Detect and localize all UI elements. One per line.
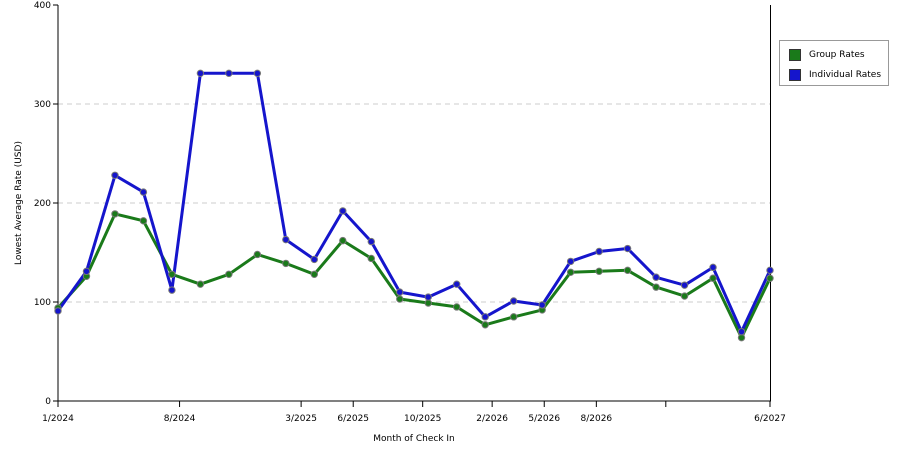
- data-point-individual-rates: [595, 247, 603, 256]
- x-tick-label: 8/2024: [164, 414, 196, 424]
- x-tick-label: 10/2025: [404, 414, 441, 424]
- data-point-group-rates: [453, 303, 461, 311]
- data-point-group-rates: [396, 295, 404, 303]
- data-point-individual-rates: [339, 207, 347, 215]
- data-point-individual-rates: [111, 171, 119, 179]
- data-point-group-rates: [509, 313, 518, 321]
- legend-item-group-rates: Group Rates: [789, 49, 865, 61]
- data-point-individual-rates: [424, 293, 432, 301]
- x-tick-label: 8/2026: [581, 414, 613, 424]
- data-point-group-rates: [766, 274, 774, 282]
- data-point-individual-rates: [566, 257, 575, 266]
- data-point-individual-rates: [481, 313, 489, 321]
- data-point-individual-rates: [168, 286, 176, 294]
- data-point-group-rates: [196, 280, 205, 288]
- data-point-group-rates: [310, 270, 319, 278]
- data-point-individual-rates: [225, 69, 233, 78]
- x-tick-label: 6/2027: [754, 414, 786, 424]
- legend-swatch-individual-rates: [789, 69, 801, 81]
- y-tick-label: 400: [34, 1, 51, 11]
- data-point-individual-rates: [652, 273, 660, 281]
- x-axis-title: Month of Check In: [373, 434, 455, 444]
- legend-label-individual-rates: Individual Rates: [809, 70, 882, 80]
- data-point-group-rates: [481, 321, 489, 329]
- data-point-group-rates: [111, 210, 119, 218]
- data-point-individual-rates: [509, 297, 518, 305]
- data-point-individual-rates: [310, 255, 319, 264]
- x-ticks: 1/2024 8/2024 3/2025 6/2025 10/2025 2/2026 5/2…: [42, 401, 786, 424]
- x-tick-label: 6/2025: [337, 414, 369, 424]
- data-point-individual-rates: [82, 267, 91, 276]
- data-point-individual-rates: [396, 288, 404, 296]
- data-point-group-rates: [566, 268, 575, 276]
- legend-item-individual-rates: Individual Rates: [789, 69, 881, 81]
- x-tick-label: 5/2026: [528, 414, 560, 424]
- series-line-group-rates: [56, 212, 772, 340]
- x-tick-label: 2/2026: [476, 414, 508, 424]
- data-point-group-rates: [680, 292, 689, 300]
- data-point-group-rates: [139, 217, 148, 225]
- data-point-individual-rates: [367, 237, 375, 246]
- data-point-group-rates: [367, 254, 375, 263]
- legend-swatch-group-rates: [789, 49, 801, 61]
- y-tick-label: 200: [34, 199, 51, 209]
- data-point-individual-rates: [680, 281, 689, 289]
- data-point-individual-rates: [766, 266, 774, 275]
- data-point-individual-rates: [54, 307, 62, 315]
- data-point-individual-rates: [196, 69, 205, 78]
- data-point-group-rates: [652, 283, 660, 291]
- y-tick-label: 300: [34, 100, 51, 110]
- data-point-individual-rates: [253, 69, 262, 78]
- data-point-individual-rates: [453, 280, 461, 288]
- data-point-individual-rates: [538, 301, 546, 309]
- data-point-group-rates: [339, 236, 347, 245]
- data-point-individual-rates: [139, 188, 148, 196]
- series-group: [54, 69, 774, 342]
- legend-label-group-rates: Group Rates: [809, 50, 865, 60]
- y-axis-title: Lowest Average Rate (USD): [14, 141, 24, 265]
- data-point-individual-rates: [737, 328, 746, 336]
- x-tick-label: 1/2024: [42, 414, 74, 424]
- y-tick-label: 100: [34, 298, 51, 308]
- data-point-group-rates: [282, 259, 290, 268]
- data-point-group-rates: [709, 274, 717, 282]
- y-ticks: 0 100 200 300 400: [34, 1, 58, 407]
- data-point-group-rates: [623, 266, 632, 275]
- data-point-group-rates: [253, 250, 262, 259]
- y-tick-label: 0: [45, 397, 51, 407]
- data-point-group-rates: [595, 267, 603, 276]
- data-point-individual-rates: [709, 263, 717, 272]
- data-point-group-rates: [225, 270, 233, 278]
- legend: Group Rates Individual Rates: [779, 40, 889, 86]
- x-tick-label: 3/2025: [285, 414, 317, 424]
- data-point-individual-rates: [282, 235, 290, 244]
- series-line-individual-rates: [56, 71, 772, 334]
- data-point-individual-rates: [623, 244, 632, 253]
- data-point-group-rates: [168, 270, 176, 278]
- grid-lines: [58, 103, 770, 303]
